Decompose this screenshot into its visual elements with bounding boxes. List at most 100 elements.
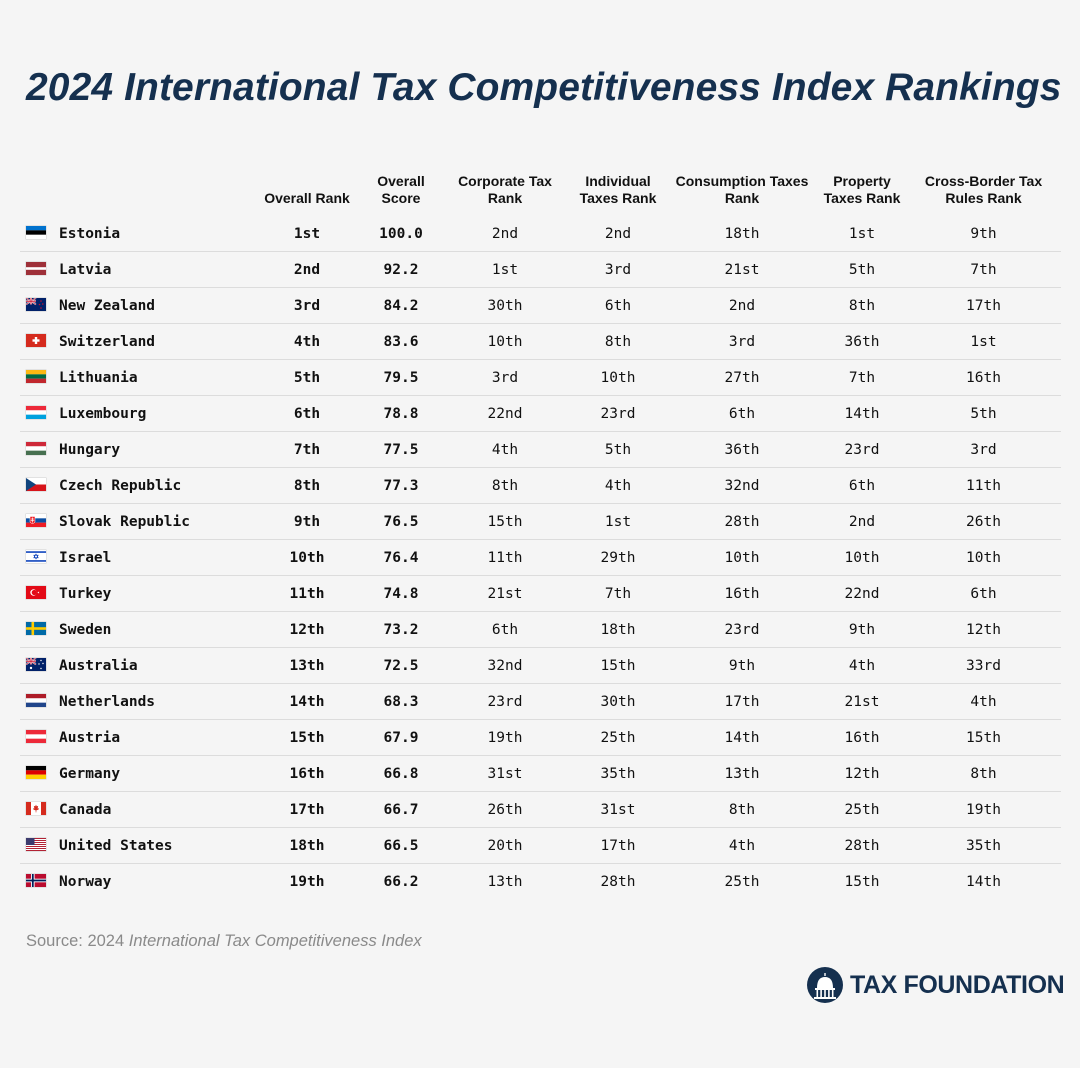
country-name: Norway xyxy=(59,873,112,890)
overall-rank-cell: 3rd xyxy=(252,287,362,324)
overall-rank-cell: 8th xyxy=(252,467,362,504)
table-row: Czech Republic 8th 77.3 8th 4th 32nd 6th 11th xyxy=(20,467,1061,504)
country-cell: Turkey xyxy=(20,575,252,612)
table-row: New Zealand 3rd 84.2 30th 6th 2nd 8th 17th xyxy=(20,287,1061,324)
hungary-flag-icon xyxy=(26,441,46,455)
table-row: Turkey 11th 74.8 21st 7th 16th 22nd 6th xyxy=(20,575,1061,612)
country-name: Hungary xyxy=(59,441,121,458)
corporate-tax-rank-cell: 10th xyxy=(440,323,570,360)
cross-border-rank-cell: 35th xyxy=(906,827,1061,864)
table-row: Australia 13th 72.5 32nd 15th 9th 4th 33rd xyxy=(20,647,1061,684)
country-cell: Estonia xyxy=(20,216,252,252)
country-cell: Israel xyxy=(20,539,252,576)
country-cell: Austria xyxy=(20,719,252,756)
country-name: Netherlands xyxy=(59,693,156,710)
header-overall-score: Overall Score xyxy=(377,173,425,206)
overall-rank-cell: 19th xyxy=(289,873,325,890)
consumption-taxes-rank-cell: 16th xyxy=(666,575,818,612)
cross-border-rank-cell: 7th xyxy=(906,251,1061,288)
overall-score-cell: 79.5 xyxy=(362,359,440,396)
country-cell: Australia xyxy=(20,647,252,684)
individual-taxes-rank-cell: 25th xyxy=(570,719,666,756)
table-row: Sweden 12th 73.2 6th 18th 23rd 9th 12th xyxy=(20,611,1061,648)
consumption-taxes-rank-cell: 9th xyxy=(666,647,818,684)
corporate-tax-rank-cell: 30th xyxy=(440,287,570,324)
source-note: Source: 2024 International Tax Competiti… xyxy=(26,932,422,951)
table-row: Luxembourg 6th 78.8 22nd 23rd 6th 14th 5th xyxy=(20,395,1061,432)
country-cell: Slovak Republic xyxy=(20,503,252,540)
property-taxes-rank-cell: 23rd xyxy=(818,431,906,468)
corporate-tax-rank-cell: 26th xyxy=(440,791,570,828)
austria-flag-icon xyxy=(26,729,46,743)
table-row: Israel 10th 76.4 11th 29th 10th 10th 10th xyxy=(20,539,1061,576)
consumption-taxes-rank-cell: 27th xyxy=(666,359,818,396)
cross-border-rank-cell: 11th xyxy=(906,467,1061,504)
individual-taxes-rank-cell: 10th xyxy=(570,359,666,396)
property-taxes-rank-cell: 6th xyxy=(818,467,906,504)
consumption-taxes-rank-cell: 18th xyxy=(666,216,818,252)
property-taxes-rank-cell: 14th xyxy=(818,395,906,432)
cross-border-rank-cell: 15th xyxy=(906,719,1061,756)
latvia-flag-icon xyxy=(26,261,46,275)
overall-score-cell: 73.2 xyxy=(362,611,440,648)
individual-taxes-rank-cell: 30th xyxy=(570,683,666,720)
corporate-tax-rank-cell: 11th xyxy=(440,539,570,576)
country-cell: Czech Republic xyxy=(20,467,252,504)
overall-score-cell: 78.8 xyxy=(362,395,440,432)
country-name: Latvia xyxy=(59,261,112,278)
overall-rank-cell: 7th xyxy=(252,431,362,468)
individual-taxes-rank-cell: 4th xyxy=(570,467,666,504)
new-zealand-flag-icon xyxy=(26,297,46,311)
country-name: United States xyxy=(59,837,173,854)
individual-taxes-rank-cell: 35th xyxy=(570,755,666,792)
header-individual-taxes-rank: Individual Taxes Rank xyxy=(579,173,657,206)
cross-border-rank-cell: 26th xyxy=(906,503,1061,540)
header-overall-rank: Overall Rank xyxy=(264,189,350,206)
cross-border-rank-cell: 17th xyxy=(906,287,1061,324)
corporate-tax-rank-cell: 1st xyxy=(440,251,570,288)
individual-taxes-rank-cell: 3rd xyxy=(570,251,666,288)
rankings-table: Overall Rank Overall Score Corporate Tax… xyxy=(20,158,1061,899)
property-taxes-rank-cell: 36th xyxy=(818,323,906,360)
country-cell: Sweden xyxy=(20,611,252,648)
turkey-flag-icon xyxy=(26,585,46,599)
table-row: Hungary 7th 77.5 4th 5th 36th 23rd 3rd xyxy=(20,431,1061,468)
cross-border-rank-cell: 33rd xyxy=(906,647,1061,684)
cross-border-rank-cell: 5th xyxy=(906,395,1061,432)
luxembourg-flag-icon xyxy=(26,405,46,419)
australia-flag-icon xyxy=(26,657,46,671)
country-cell: Lithuania xyxy=(20,359,252,396)
header-country xyxy=(20,158,252,216)
overall-score-cell: 74.8 xyxy=(362,575,440,612)
country-cell: Norway xyxy=(20,864,252,900)
country-name: Switzerland xyxy=(59,333,156,350)
table-row: Estonia 1st 100.0 2nd 2nd 18th 1st 9th xyxy=(20,216,1061,252)
consumption-taxes-rank-cell: 25th xyxy=(724,873,760,890)
individual-taxes-rank-cell: 29th xyxy=(570,539,666,576)
cross-border-rank-cell: 8th xyxy=(906,755,1061,792)
overall-rank-cell: 1st xyxy=(252,216,362,252)
country-cell: Netherlands xyxy=(20,683,252,720)
cross-border-rank-cell: 4th xyxy=(906,683,1061,720)
netherlands-flag-icon xyxy=(26,693,46,707)
corporate-tax-rank-cell: 23rd xyxy=(440,683,570,720)
header-cross-border-rank: Cross-Border Tax Rules Rank xyxy=(924,173,1043,206)
consumption-taxes-rank-cell: 10th xyxy=(666,539,818,576)
property-taxes-rank-cell: 16th xyxy=(818,719,906,756)
corporate-tax-rank-cell: 21st xyxy=(440,575,570,612)
individual-taxes-rank-cell: 7th xyxy=(570,575,666,612)
overall-score-cell: 76.4 xyxy=(362,539,440,576)
corporate-tax-rank-cell: 22nd xyxy=(440,395,570,432)
country-name: Estonia xyxy=(59,225,121,242)
overall-rank-cell: 5th xyxy=(252,359,362,396)
individual-taxes-rank-cell: 28th xyxy=(600,873,636,890)
overall-score-cell: 66.7 xyxy=(362,791,440,828)
consumption-taxes-rank-cell: 23rd xyxy=(666,611,818,648)
consumption-taxes-rank-cell: 17th xyxy=(666,683,818,720)
country-name: Austria xyxy=(59,729,121,746)
table-header-row: Overall Rank Overall Score Corporate Tax… xyxy=(20,158,1061,216)
corporate-tax-rank-cell: 13th xyxy=(487,873,523,890)
country-name: Czech Republic xyxy=(59,477,182,494)
overall-rank-cell: 15th xyxy=(252,719,362,756)
consumption-taxes-rank-cell: 28th xyxy=(666,503,818,540)
